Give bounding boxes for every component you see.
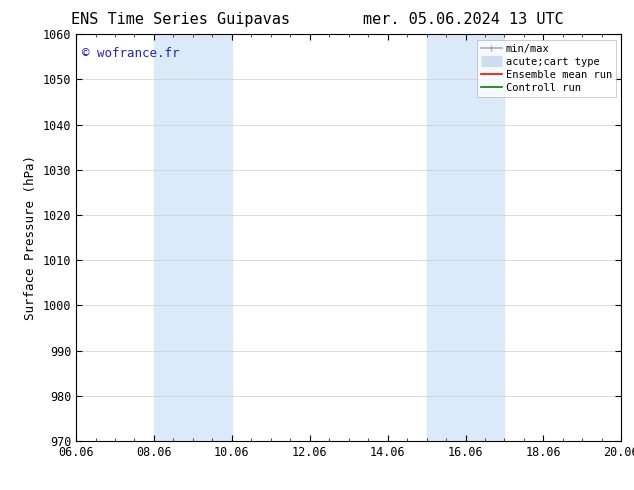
Bar [154, 34, 232, 441]
Text: © wofrance.fr: © wofrance.fr [82, 47, 179, 59]
Bar [427, 34, 505, 441]
Legend: min/max, acute;cart type, Ensemble mean run, Controll run: min/max, acute;cart type, Ensemble mean … [477, 40, 616, 97]
Y-axis label: Surface Pressure (hPa): Surface Pressure (hPa) [24, 155, 37, 320]
Text: ENS Time Series Guipavas        mer. 05.06.2024 13 UTC: ENS Time Series Guipavas mer. 05.06.2024… [70, 12, 564, 27]
